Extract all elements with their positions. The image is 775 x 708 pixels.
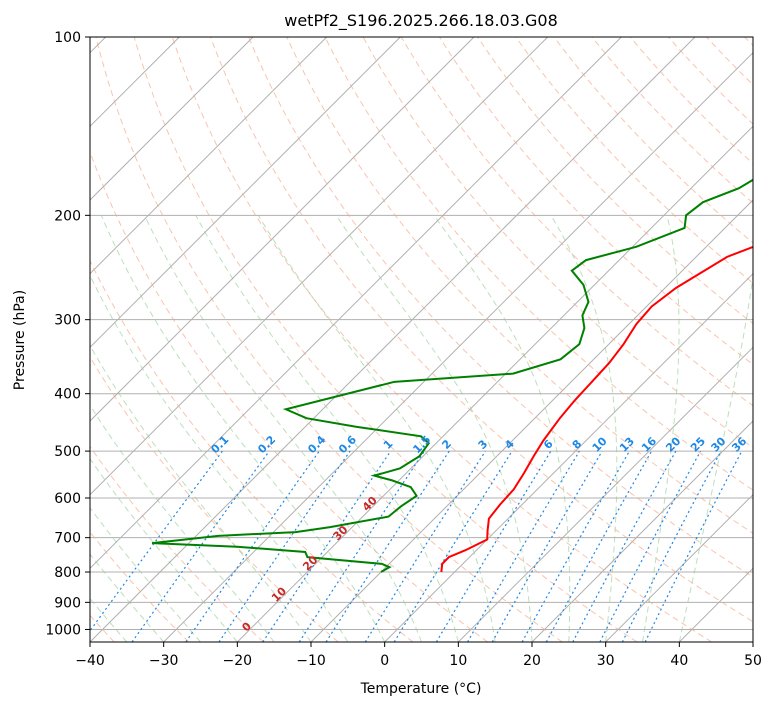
x-tick-label: 30: [597, 653, 615, 669]
moist-adiabat-line: [642, 215, 680, 642]
dry-adiabat-line: [400, 37, 753, 407]
mixing-ratio-line: [599, 450, 702, 642]
x-tick-label: −30: [149, 653, 179, 669]
mixing-ratio-line: [621, 450, 722, 642]
dry-adiabat-line: [477, 37, 753, 325]
mixing-ratio-line: [262, 450, 392, 642]
y-tick-label: 900: [54, 595, 81, 611]
dry-adiabat-line: [591, 37, 753, 204]
moist-adiabat-line: [100, 215, 386, 642]
isotherm-line: [163, 51, 753, 642]
isotherm-line: [90, 37, 328, 275]
moist-adiabat-line: [335, 215, 533, 642]
isotherm-line: [90, 37, 475, 422]
mixing-ratio-line: [185, 450, 320, 642]
moist-adiabat-line: [257, 215, 496, 642]
series-line-1: [151, 178, 753, 573]
y-tick-label: 1000: [45, 622, 81, 638]
x-tick-label: −10: [296, 653, 326, 669]
dry-adiabat-line: [171, 37, 712, 642]
x-axis-label: Temperature (°C): [360, 681, 482, 697]
chart-title: wetPf2_S196.2025.266.18.03.G08: [284, 11, 558, 31]
mixing-ratio-line: [131, 450, 270, 642]
moist-adiabat-line: [678, 273, 753, 642]
series-line-0: [440, 245, 753, 573]
moist-adiabat-line: [90, 274, 349, 642]
mixing-ratio-line: [644, 450, 743, 642]
plot-area-background: [90, 37, 753, 642]
moist-adiabat-line: [90, 344, 312, 642]
y-tick-label: 200: [54, 208, 81, 224]
x-tick-label: 0: [380, 653, 389, 669]
moist-adiabat-line: [550, 215, 618, 642]
dry-adiabat-line: [324, 37, 753, 491]
mixing-ratio-line: [491, 450, 603, 642]
dry-adiabat-line: [95, 37, 563, 642]
y-tick-label: 700: [54, 531, 81, 547]
mixing-ratio-line: [521, 450, 631, 642]
x-tick-label: −40: [75, 653, 105, 669]
y-tick-label: 600: [54, 491, 81, 507]
dry-adiabat-line: [248, 37, 753, 578]
x-tick-label: 10: [449, 653, 467, 669]
y-axis-label: Pressure (hPa): [12, 290, 28, 390]
mixing-ratio-line: [572, 450, 677, 642]
y-tick-label: 400: [54, 387, 81, 403]
x-tick-label: −20: [223, 653, 253, 669]
y-tick-label: 800: [54, 565, 81, 581]
mixing-ratio-line: [393, 450, 513, 642]
moist-adiabat-line: [90, 457, 238, 642]
mixing-ratio-line: [218, 450, 351, 642]
isotherm-line: [531, 420, 753, 642]
isotherm-line: [90, 37, 254, 201]
dry-adiabat-line: [210, 37, 753, 623]
dry-adiabat-line: [515, 37, 753, 284]
x-tick-label: 40: [670, 653, 688, 669]
mixing-ratio-line: [435, 450, 552, 642]
y-tick-label: 100: [54, 30, 81, 46]
isotherm-line: [90, 37, 549, 496]
mixing-ratio-line: [545, 450, 653, 642]
isotherm-line: [605, 493, 753, 642]
isotherm-line: [236, 125, 753, 642]
x-tick-label: 50: [744, 653, 762, 669]
moist-adiabat-line: [433, 215, 571, 642]
dry-adiabat-line: [362, 37, 753, 449]
dry-adiabat-line: [133, 37, 638, 642]
moist-adiabat-line: [144, 215, 422, 642]
axes: −40 −30 −20 −10 0 10 20 30 40 50 100 200 300 400 500 60…: [45, 30, 762, 669]
isotherm-line: [90, 37, 401, 349]
x-tick-label: 20: [523, 653, 541, 669]
dry-adiabat-line: [90, 259, 414, 642]
moist-adiabat-line: [90, 404, 275, 642]
mixing-ratio-line: [466, 450, 580, 642]
y-tick-label: 300: [54, 313, 81, 329]
isotherm-line: [90, 37, 622, 570]
data-series: [151, 178, 753, 573]
isotherm-line: [457, 346, 753, 642]
dry-adiabat-line: [629, 37, 753, 165]
plot-frame: [89, 36, 754, 643]
mixing-ratio-line: [298, 450, 425, 642]
y-tick-label: 500: [54, 444, 81, 460]
